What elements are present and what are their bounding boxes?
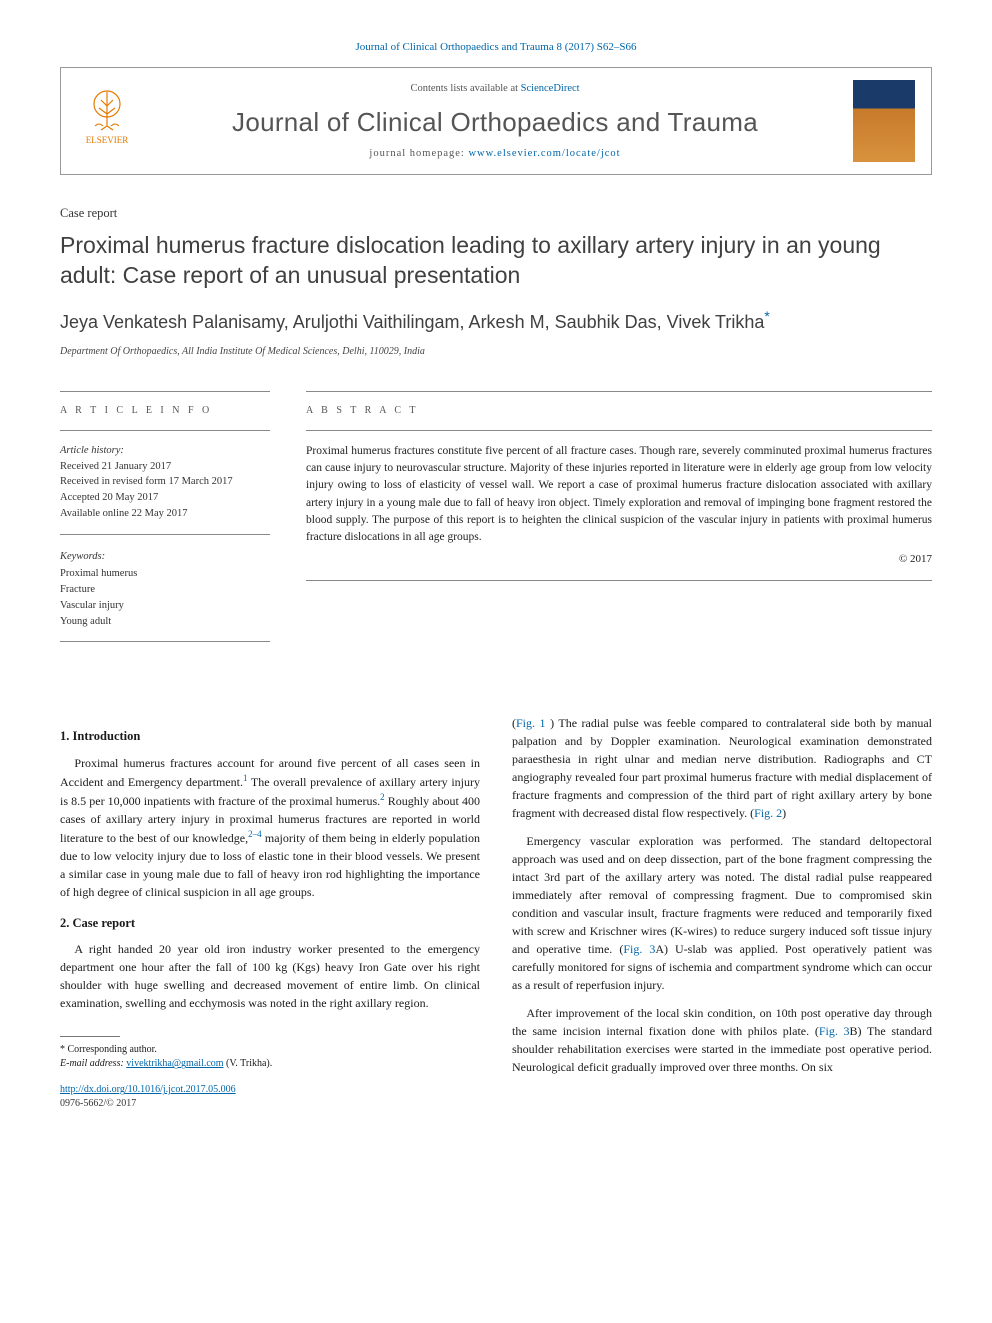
fig-3b-ref[interactable]: Fig. 3 [819, 1024, 850, 1038]
authors-text: Jeya Venkatesh Palanisamy, Aruljothi Vai… [60, 312, 764, 332]
info-abstract-row: A R T I C L E I N F O Article history: R… [60, 379, 932, 655]
intro-paragraph: Proximal humerus fractures account for a… [60, 754, 480, 901]
case-paragraph-4: After improvement of the local skin cond… [512, 1004, 932, 1076]
journal-title: Journal of Clinical Orthopaedics and Tra… [153, 104, 837, 140]
contents-prefix: Contents lists available at [410, 83, 520, 94]
email-label: E-mail address: [60, 1058, 124, 1069]
ref-2-4[interactable]: 2–4 [248, 829, 262, 839]
history-label: Article history: [60, 443, 270, 459]
fig-3a-ref[interactable]: Fig. 3 [623, 942, 655, 956]
abstract-heading: A B S T R A C T [306, 404, 932, 418]
article-info-column: A R T I C L E I N F O Article history: R… [60, 379, 270, 655]
doi-url[interactable]: http://dx.doi.org/10.1016/j.jcot.2017.05… [60, 1084, 236, 1095]
case-paragraph-2: (Fig. 1 ) The radial pulse was feeble co… [512, 714, 932, 822]
case-paragraph-3: Emergency vascular exploration was perfo… [512, 832, 932, 994]
email-attribution: (V. Trikha). [224, 1058, 273, 1069]
article-title: Proximal humerus fracture dislocation le… [60, 231, 932, 291]
received-date: Received 21 January 2017 [60, 459, 270, 475]
corresponding-footnote: * Corresponding author. E-mail address: … [60, 1043, 480, 1071]
keyword: Fracture [60, 582, 270, 598]
homepage-link[interactable]: www.elsevier.com/locate/jcot [468, 148, 620, 159]
elsevier-label: ELSEVIER [86, 134, 129, 147]
journal-header: ELSEVIER Contents lists available at Sci… [60, 67, 932, 175]
text-run: ) The radial pulse was feeble compared t… [512, 716, 932, 820]
text-run: Emergency vascular exploration was perfo… [512, 834, 932, 956]
header-center: Contents lists available at ScienceDirec… [153, 82, 837, 162]
abstract-column: A B S T R A C T Proximal humerus fractur… [306, 379, 932, 655]
section-1-heading: 1. Introduction [60, 728, 480, 746]
elsevier-logo: ELSEVIER [77, 86, 137, 156]
author-list: Jeya Venkatesh Palanisamy, Aruljothi Vai… [60, 307, 932, 335]
rule [306, 580, 932, 581]
footnote-rule [60, 1036, 120, 1037]
keyword: Vascular injury [60, 598, 270, 614]
rule [60, 430, 270, 431]
text-run: ) [782, 806, 786, 820]
rule [306, 430, 932, 431]
journal-homepage: journal homepage: www.elsevier.com/locat… [153, 147, 837, 162]
rule [306, 391, 932, 392]
rule [60, 641, 270, 642]
body-columns: 1. Introduction Proximal humerus fractur… [60, 714, 932, 1111]
revised-date: Received in revised form 17 March 2017 [60, 474, 270, 490]
sciencedirect-link[interactable]: ScienceDirect [521, 83, 580, 94]
online-date: Available online 22 May 2017 [60, 506, 270, 522]
case-paragraph-1: A right handed 20 year old iron industry… [60, 940, 480, 1012]
corresponding-marker: * [764, 308, 769, 324]
body-left-column: 1. Introduction Proximal humerus fractur… [60, 714, 480, 1111]
contents-availability: Contents lists available at ScienceDirec… [153, 82, 837, 97]
article-info-heading: A R T I C L E I N F O [60, 404, 270, 418]
fig-1-ref[interactable]: Fig. 1 [516, 716, 546, 730]
elsevier-tree-icon [83, 86, 131, 134]
accepted-date: Accepted 20 May 2017 [60, 490, 270, 506]
rule [60, 391, 270, 392]
rule [60, 534, 270, 535]
email-link[interactable]: vivektrikha@gmail.com [126, 1058, 223, 1069]
article-history: Article history: Received 21 January 201… [60, 443, 270, 522]
copyright-line: © 2017 [306, 552, 932, 567]
affiliation: Department Of Orthopaedics, All India In… [60, 345, 932, 359]
journal-cover-thumb [853, 80, 915, 162]
body-right-column: (Fig. 1 ) The radial pulse was feeble co… [512, 714, 932, 1111]
keywords-block: Keywords: Proximal humerus Fracture Vasc… [60, 549, 270, 630]
fig-2-ref[interactable]: Fig. 2 [754, 806, 782, 820]
keyword: Proximal humerus [60, 566, 270, 582]
issn-line: 0976-5662/© 2017 [60, 1097, 480, 1111]
section-2-heading: 2. Case report [60, 915, 480, 933]
keyword: Young adult [60, 614, 270, 630]
article-type-label: Case report [60, 205, 932, 223]
corr-label: * Corresponding author. [60, 1043, 480, 1057]
doi-link[interactable]: http://dx.doi.org/10.1016/j.jcot.2017.05… [60, 1083, 480, 1097]
abstract-text: Proximal humerus fractures constitute fi… [306, 443, 932, 547]
citation-line: Journal of Clinical Orthopaedics and Tra… [60, 40, 932, 55]
keywords-label: Keywords: [60, 549, 270, 565]
homepage-prefix: journal homepage: [369, 148, 468, 159]
